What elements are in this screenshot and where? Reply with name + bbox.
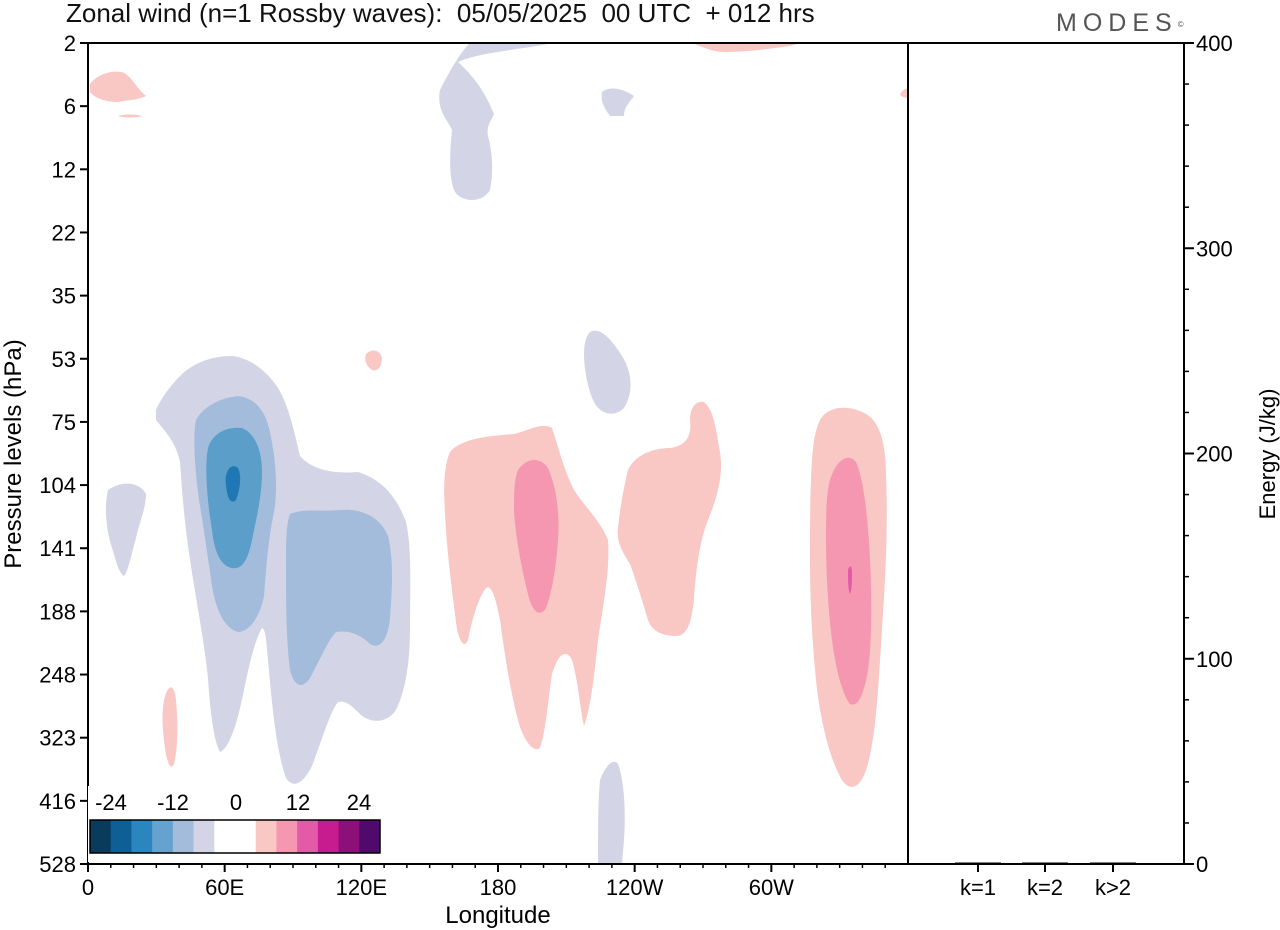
energy-category-label: k=2 xyxy=(1027,875,1063,900)
y-axis-label: Pressure levels (hPa) xyxy=(0,339,27,568)
colorbar-tick-label: -24 xyxy=(95,790,127,815)
x-tick-label: 120E xyxy=(336,875,387,900)
energy-axis: 0 100 200 300 400 xyxy=(1184,31,1233,877)
colorbar-border xyxy=(89,819,381,854)
colorbar-cell xyxy=(214,820,236,853)
y-tick-label: 12 xyxy=(52,157,76,182)
y-tick-label: 22 xyxy=(52,220,76,245)
colorbar-cell xyxy=(255,820,277,853)
neg-blob-53hpa xyxy=(584,330,631,414)
x-tick-label: 120W xyxy=(606,875,664,900)
colorbar-tick-label: -12 xyxy=(157,790,189,815)
colorbar-cell xyxy=(276,820,298,853)
colorbar: -24 -12 0 12 24 xyxy=(88,786,382,862)
colorbar-cell xyxy=(110,820,132,853)
y-tick-label: 75 xyxy=(52,410,76,435)
energy-category-label: k=1 xyxy=(960,875,996,900)
colorbar-cell xyxy=(235,820,257,853)
colorbar-cell xyxy=(131,820,153,853)
energy-bars: k=1 k=2 k>2 xyxy=(955,862,1136,900)
modes-logo: MODES© xyxy=(1056,8,1184,38)
pos-blob-edge xyxy=(900,88,908,98)
pos-blob-top-right xyxy=(692,43,800,52)
energy-tick-label: 400 xyxy=(1196,31,1233,56)
energy-tick-label: 0 xyxy=(1196,852,1208,877)
x-tick-label: 60W xyxy=(749,875,794,900)
y-tick-label: 35 xyxy=(52,284,76,309)
y-tick-label: 6 xyxy=(64,94,76,119)
energy-panel-frame xyxy=(907,42,1185,865)
y-tick-label: 188 xyxy=(39,599,76,624)
energy-bar xyxy=(1090,862,1136,864)
neg-blob-6hpa xyxy=(601,88,634,116)
pressure-axis: 2 6 12 22 35 53 75 104 141 188 248 323 416 528 xyxy=(39,31,88,877)
energy-axis-label: Energy (J/kg) xyxy=(1255,389,1280,520)
neg-region-east-2 xyxy=(286,509,392,685)
colorbar-cell xyxy=(152,820,174,853)
neg-blob-left xyxy=(105,483,146,576)
pos-core-3 xyxy=(848,566,852,594)
pos-region-120w xyxy=(617,401,722,636)
colorbar-cell xyxy=(193,820,215,853)
neg-core-4 xyxy=(225,466,241,502)
colorbar-cell xyxy=(297,820,319,853)
pos-blob-top-left-small xyxy=(118,114,142,118)
colorbar-cell xyxy=(317,820,340,853)
y-tick-label: 2 xyxy=(64,31,76,56)
energy-tick-label: 100 xyxy=(1196,647,1233,672)
energy-tick-label: 300 xyxy=(1196,236,1233,261)
y-tick-label: 53 xyxy=(52,347,76,372)
y-tick-label: 248 xyxy=(39,663,76,688)
colorbar-cell xyxy=(359,820,381,853)
energy-bar xyxy=(955,862,1001,864)
pos-region-dateline-2 xyxy=(514,459,559,613)
colorbar-cell xyxy=(90,820,112,853)
colorbar-tick-label: 0 xyxy=(230,790,242,815)
y-tick-label: 104 xyxy=(39,473,76,498)
pos-region-dateline xyxy=(444,425,609,750)
pos-blob-lower-left xyxy=(162,687,178,767)
neg-region-upper-strat xyxy=(439,43,552,200)
x-tick-label: 0 xyxy=(82,875,94,900)
colorbar-tick-label: 24 xyxy=(347,790,371,815)
energy-tick-label: 200 xyxy=(1196,442,1233,467)
x-axis-label: Longitude xyxy=(445,902,550,929)
x-tick-label: 180 xyxy=(480,875,517,900)
y-tick-label: 141 xyxy=(39,536,76,561)
longitude-axis: 0 60E 120E 180 120W 60W xyxy=(82,864,886,900)
y-tick-label: 416 xyxy=(39,789,76,814)
energy-bar xyxy=(1022,862,1068,864)
colorbar-cell xyxy=(172,820,195,853)
logo-mark: © xyxy=(1177,20,1184,29)
y-tick-label: 323 xyxy=(39,726,76,751)
logo-text: MODES xyxy=(1056,9,1178,37)
energy-category-label: k>2 xyxy=(1095,875,1131,900)
chart-title: Zonal wind (n=1 Rossby waves): 05/05/202… xyxy=(66,0,815,28)
pos-blob-top-left xyxy=(90,71,146,102)
colorbar-cell xyxy=(338,820,360,853)
x-tick-label: 60E xyxy=(205,875,244,900)
pos-blob-53hpa xyxy=(365,350,382,371)
contour-field xyxy=(90,43,908,864)
colorbar-tick-label: 12 xyxy=(286,790,310,815)
neg-blob-deep xyxy=(598,761,625,864)
y-tick-label: 528 xyxy=(39,852,76,877)
